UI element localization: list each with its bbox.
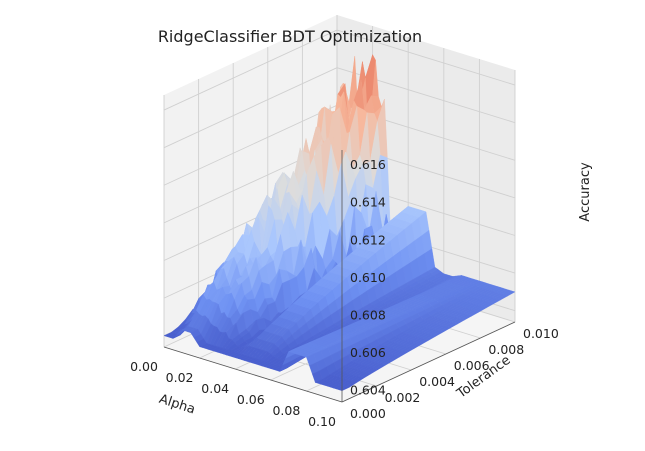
tolerance-tick-label: 0.008 <box>488 342 524 357</box>
tolerance-tick-label: 0.002 <box>385 390 421 405</box>
alpha-tick-label: 0.08 <box>272 403 300 418</box>
z-axis-label: Accuracy <box>578 162 593 222</box>
grid-line-accuracy <box>336 29 516 86</box>
x-axis-label: Alpha <box>157 392 197 418</box>
accuracy-tick-label: 0.608 <box>350 308 386 323</box>
accuracy-surface <box>163 54 516 391</box>
tolerance-tick-label: 0.004 <box>419 374 455 389</box>
alpha-axis-line <box>163 346 343 403</box>
accuracy-tick-label: 0.616 <box>350 157 386 172</box>
tolerance-axis-line <box>341 321 516 403</box>
accuracy-tick-label: 0.612 <box>350 232 386 247</box>
axis-lines <box>163 150 516 403</box>
tick-labels: 0.000.020.040.060.080.100.0000.0020.0040… <box>130 157 559 429</box>
grid-line-accuracy <box>163 67 338 149</box>
accuracy-tick-label: 0.610 <box>350 270 386 285</box>
tolerance-tick-label: 0.010 <box>523 326 559 341</box>
alpha-tick-label: 0.00 <box>130 359 158 374</box>
surface-patch <box>338 386 350 391</box>
accuracy-tick-label: 0.604 <box>350 383 386 398</box>
alpha-tick-label: 0.04 <box>201 381 229 396</box>
alpha-tick-label: 0.10 <box>308 414 336 429</box>
grid-line-accuracy <box>163 104 338 186</box>
accuracy-tick-label: 0.606 <box>350 345 386 360</box>
grid-line-accuracy <box>163 29 338 111</box>
tolerance-tick-label: 0.006 <box>454 358 490 373</box>
alpha-tick-label: 0.02 <box>166 370 194 385</box>
accuracy-tick-label: 0.614 <box>350 195 386 210</box>
chart-title: RidgeClassifier BDT Optimization <box>158 27 422 46</box>
alpha-tick-label: 0.06 <box>237 392 265 407</box>
tolerance-tick-label: 0.000 <box>350 406 386 421</box>
